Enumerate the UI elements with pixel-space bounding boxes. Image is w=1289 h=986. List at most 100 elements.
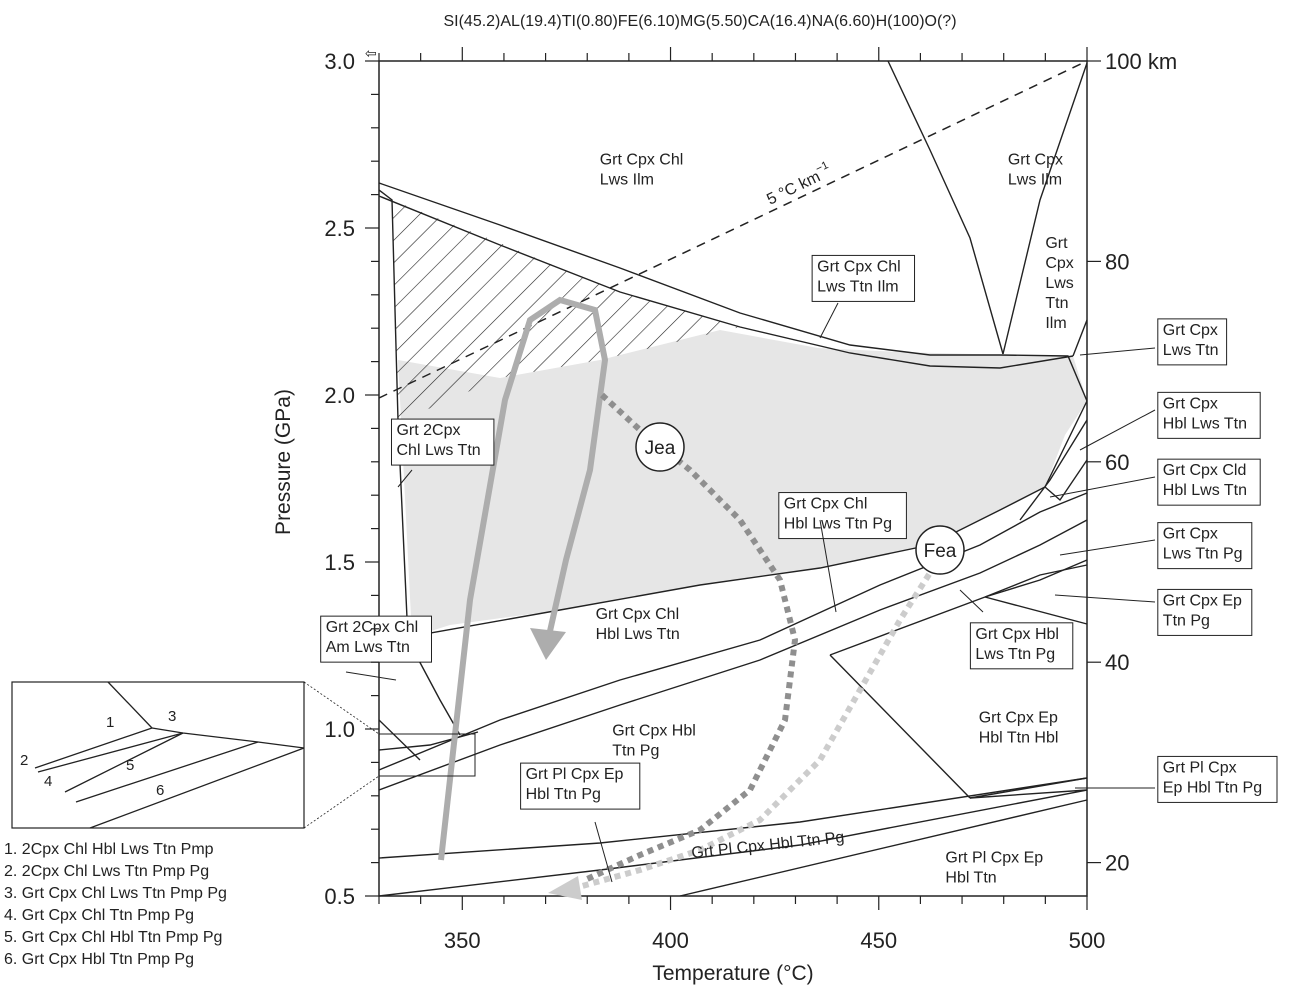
boundary-grt-cpx-right — [1072, 319, 1088, 357]
corner-symbol: ⇦ — [365, 45, 377, 61]
boundary-upper-lws-ilm — [378, 182, 1088, 402]
field-label: Grt Cpx Lws Ttn — [1157, 318, 1228, 366]
boundary-ttn-right — [1002, 62, 1088, 355]
y-tick-label: 2.5 — [324, 216, 355, 241]
field-label: Grt Cpx Hbl Ttn Pg — [612, 723, 696, 760]
x-tick-label: 450 — [860, 928, 897, 953]
inset-key: 1. 2Cpx Chl Hbl Lws Ttn Pmp 2. 2Cpx Chl L… — [4, 841, 227, 968]
solid-pt-path — [438, 296, 609, 861]
field-label: Grt Cpx Lws Ilm — [1008, 152, 1063, 189]
geotherm-label: 5 °C km−1 — [763, 159, 835, 208]
field-label: Grt Cpx Chl Lws Ilm — [600, 152, 684, 189]
boundary-cld-field — [1019, 419, 1088, 521]
y-tick-label: 3.0 — [324, 49, 355, 74]
field-label: Grt Pl Cpx Ep Hbl Ttn Pg — [520, 762, 641, 810]
plot-frame — [378, 60, 1088, 897]
inset-number: 5 — [126, 757, 134, 774]
field-label: Grt Cpx Chl Hbl Lws Ttn — [596, 606, 680, 643]
boundary-ilm-ttn — [887, 60, 1004, 355]
inset-target-box — [378, 733, 476, 777]
field-label: Grt Cpx Lws Ttn Ilm — [1045, 235, 1073, 332]
field-label: Grt 2Cpx Chl Lws Ttn — [390, 418, 495, 466]
geotherm-line — [378, 60, 1088, 399]
y-tick-label: 1.0 — [324, 717, 355, 742]
depth-tick-label: 80 — [1105, 249, 1129, 274]
axis-ticks — [365, 47, 1101, 910]
inset-key-item: 1. 2Cpx Chl Hbl Lws Ttn Pmp — [4, 841, 214, 858]
field-label: Grt Pl Cpx Ep Hbl Ttn — [945, 850, 1043, 887]
boundary-am-right — [378, 731, 479, 751]
field-label: Grt Cpx Hbl Lws Ttn — [1157, 391, 1261, 439]
boundary-hbl-lws — [378, 492, 1088, 771]
field-label: Grt Cpx Chl Lws Ttn Ilm — [811, 254, 916, 302]
svg-text:Fea: Fea — [924, 541, 957, 562]
inset-number: 1 — [106, 714, 114, 731]
inset-key-item: 2. 2Cpx Chl Lws Ttn Pmp Pg — [4, 863, 209, 880]
inset-connector-top — [303, 681, 380, 735]
y-tick-label: 0.5 — [324, 884, 355, 909]
field-label: Grt Cpx Lws Ttn Pg — [1157, 522, 1253, 570]
inset-number: 6 — [156, 782, 164, 799]
shaded-field — [398, 330, 1087, 637]
inset-lines — [34, 681, 305, 829]
axis-tick-labels: 350 400 450 500 0.5 1.0 1.5 2.0 2.5 3.0 20 40 60 80 10… — [324, 49, 1177, 953]
field-label: Grt Pl Cpx Ep Hbl Ttn Pg — [1157, 755, 1278, 803]
inset: 1 2 3 4 5 6 — [11, 681, 476, 829]
boundary-lws-bottom — [407, 400, 1088, 638]
solid-pt-arrowhead — [530, 628, 566, 660]
boundary-hbl-ttn — [378, 519, 1088, 791]
boundary-pl-lower — [969, 789, 1088, 799]
jea-pt-path — [583, 392, 799, 883]
boundary-ep-left — [829, 596, 986, 656]
inset-number: 3 — [168, 708, 176, 725]
boundary-lower-lws-ilm — [378, 195, 1074, 369]
y-tick-label: 1.5 — [324, 550, 355, 575]
x-tick-label: 500 — [1069, 928, 1106, 953]
leader-lines — [345, 302, 1156, 883]
depth-tick-label: 20 — [1105, 851, 1129, 876]
boundary-ep-right — [984, 596, 1088, 625]
field-label: Grt Cpx Ep Ttn Pg — [1157, 588, 1253, 636]
boundary-pg-lower — [984, 564, 1088, 598]
field-label: Grt Cpx Ep Hbl Ttn Hbl — [979, 709, 1059, 746]
plot-area: 5 °C km−1 Jea Fea Grt Cpx Chl Lws Ilm Grt … — [320, 45, 1278, 953]
field-label: Grt Cpx Hbl Lws Ttn Pg — [969, 622, 1074, 670]
x-tick-label: 400 — [652, 928, 689, 953]
inset-frame — [11, 681, 305, 829]
inset-key-item: 4. Grt Cpx Chl Ttn Pmp Pg — [4, 907, 194, 924]
inset-connector-bottom — [303, 775, 380, 829]
boundary-pl-ep — [679, 799, 1088, 897]
depth-tick-label: 100 km — [1105, 49, 1177, 74]
depth-tick-label: 40 — [1105, 650, 1129, 675]
svg-text:Jea: Jea — [645, 438, 676, 459]
pl-band-label: Grt Pl Cpx Hbl Ttn Pg — [691, 829, 845, 862]
hatched-field — [392, 200, 740, 422]
inset-key-item: 5. Grt Cpx Chl Hbl Ttn Pmp Pg — [4, 929, 222, 946]
y-tick-label: 2.0 — [324, 383, 355, 408]
inset-key-item: 6. Grt Cpx Hbl Ttn Pmp Pg — [4, 951, 194, 968]
depth-tick-label: 60 — [1105, 450, 1129, 475]
inset-number: 2 — [20, 752, 28, 769]
boundary-am-lower — [378, 719, 421, 761]
field-label: Grt Cpx Cld Hbl Lws Ttn — [1157, 458, 1261, 506]
x-tick-label: 350 — [444, 928, 481, 953]
diagram-title: SI(45.2)AL(19.4)TI(0.80)FE(6.10)MG(5.50)… — [443, 13, 956, 30]
